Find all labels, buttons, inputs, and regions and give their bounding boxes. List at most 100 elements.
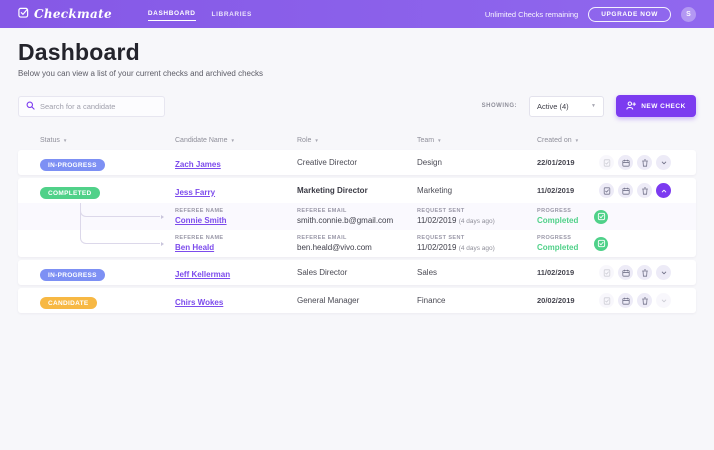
referee-subrows: REFEREE NAME Connie Smith REFEREE EMAIL … — [18, 203, 696, 257]
created-on-cell: 11/02/2019 — [537, 268, 575, 277]
row-actions — [599, 183, 696, 198]
user-avatar[interactable]: S — [681, 6, 696, 22]
referee-email-field: REFEREE EMAIL smith.connie.b@gmail.com — [297, 208, 394, 225]
referee-row: REFEREE NAME Connie Smith REFEREE EMAIL … — [18, 203, 696, 230]
header-right: Unlimited Checks remaining UPGRADE NOW S — [484, 6, 696, 22]
main-content: Dashboard Below you can view a list of y… — [0, 39, 714, 313]
column-header-role: Role ▼ — [297, 136, 319, 144]
column-header-created-on: Created on ▼ — [537, 136, 580, 144]
page-title: Dashboard — [18, 39, 140, 65]
table-row: CANDIDATE Chirs Wokes General Manager Fi… — [18, 288, 696, 313]
showing-filter-select[interactable]: Active (4) ▼ — [529, 95, 604, 117]
table-row-expanded: COMPLETED Jess Farry Marketing Director … — [18, 178, 696, 257]
row-actions — [599, 155, 696, 170]
referee-name-field: REFEREE NAME Connie Smith — [175, 208, 227, 225]
calendar-icon[interactable] — [618, 265, 633, 280]
role-cell: Marketing Director — [297, 186, 368, 195]
new-check-button[interactable]: NEW CHECK — [616, 95, 696, 117]
candidate-link[interactable]: Jeff Kellerman — [175, 269, 231, 279]
column-header-status: Status ▼ — [40, 136, 68, 144]
expand-chevron-icon[interactable] — [656, 265, 671, 280]
report-icon[interactable] — [599, 293, 614, 308]
status-badge: IN-PROGRESS — [40, 159, 105, 171]
request-sent-field: REQUEST SENT 11/02/2019 (4 days ago) — [417, 235, 495, 252]
role-cell: General Manager — [297, 296, 360, 305]
chevron-down-icon: ▼ — [591, 103, 596, 109]
checks-table: Status ▼ Candidate Name ▼ Role ▼ Team ▼ Crea… — [18, 130, 696, 313]
upgrade-now-button[interactable]: UPGRADE NOW — [588, 6, 671, 22]
created-on-cell: 22/01/2019 — [537, 158, 575, 167]
search-input[interactable] — [40, 101, 157, 111]
candidate-link[interactable]: Chirs Wokes — [175, 297, 224, 307]
row-actions — [599, 265, 696, 280]
completed-check-icon[interactable] — [594, 209, 609, 224]
collapse-chevron-icon[interactable] — [656, 183, 671, 198]
referee-name-field: REFEREE NAME Ben Heald — [175, 235, 224, 252]
calendar-icon[interactable] — [618, 293, 633, 308]
checks-remaining-text: Unlimited Checks remaining — [484, 9, 579, 19]
row-actions — [599, 293, 696, 308]
trash-icon[interactable] — [637, 265, 652, 280]
sort-caret-icon[interactable]: ▼ — [230, 137, 235, 143]
team-cell: Sales — [417, 268, 438, 277]
calendar-icon[interactable] — [618, 155, 633, 170]
table-row: IN-PROGRESS Zach James Creative Director… — [18, 150, 696, 175]
table-row: IN-PROGRESS Jeff Kellerman Sales Directo… — [18, 260, 696, 285]
completed-check-icon[interactable] — [594, 236, 609, 251]
expand-chevron-icon[interactable] — [656, 293, 671, 308]
status-badge: CANDIDATE — [40, 297, 97, 309]
nav-item-libraries[interactable]: LIBRARIES — [211, 10, 252, 18]
showing-filter-value: Active (4) — [537, 101, 569, 111]
new-check-label: NEW CHECK — [641, 102, 686, 110]
progress-status: Completed — [537, 242, 579, 252]
report-icon[interactable] — [599, 265, 614, 280]
team-cell: Marketing — [417, 186, 453, 195]
candidate-link[interactable]: Jess Farry — [175, 187, 216, 197]
trash-icon[interactable] — [637, 155, 652, 170]
candidate-link[interactable]: Zach James — [175, 159, 221, 169]
report-icon[interactable] — [599, 155, 614, 170]
referee-link[interactable]: Ben Heald — [175, 242, 215, 252]
trash-icon[interactable] — [637, 183, 652, 198]
column-header-candidate-name: Candidate Name ▼ — [175, 136, 235, 144]
trash-icon[interactable] — [637, 293, 652, 308]
column-header-team: Team ▼ — [417, 136, 442, 144]
report-icon[interactable] — [599, 183, 614, 198]
add-person-icon — [626, 100, 637, 112]
page-subtitle: Below you can view a list of your curren… — [18, 69, 264, 78]
toolbar: SHOWING: Active (4) ▼ NEW CHECK — [18, 95, 696, 117]
toolbar-right: SHOWING: Active (4) ▼ NEW CHECK — [482, 95, 696, 117]
nav-item-dashboard[interactable]: DASHBOARD — [147, 7, 196, 21]
tree-arrow-icon — [161, 241, 164, 246]
referee-row: REFEREE NAME Ben Heald REFEREE EMAIL ben… — [18, 230, 696, 257]
referee-email-field: REFEREE EMAIL ben.heald@vivo.com — [297, 235, 372, 252]
progress-field: PROGRESS Completed — [537, 208, 696, 225]
top-navbar: Checkmate DASHBOARD LIBRARIES Unlimited … — [0, 0, 714, 28]
showing-label: SHOWING: — [481, 103, 517, 109]
request-sent-field: REQUEST SENT 11/02/2019 (4 days ago) — [417, 208, 495, 225]
logo[interactable]: Checkmate — [18, 5, 112, 23]
status-badge: COMPLETED — [40, 187, 100, 199]
checkbox-logo-icon — [18, 5, 29, 23]
search-icon — [26, 97, 35, 115]
team-cell: Design — [417, 158, 442, 167]
logo-text: Checkmate — [34, 7, 112, 21]
sort-caret-icon[interactable]: ▼ — [437, 137, 442, 143]
created-on-cell: 11/02/2019 — [537, 186, 575, 195]
candidate-search[interactable] — [18, 95, 165, 117]
team-cell: Finance — [417, 296, 446, 305]
calendar-icon[interactable] — [618, 183, 633, 198]
created-on-cell: 20/02/2019 — [537, 296, 575, 305]
role-cell: Sales Director — [297, 268, 348, 277]
sort-caret-icon[interactable]: ▼ — [62, 137, 68, 143]
referee-link[interactable]: Connie Smith — [175, 215, 227, 225]
expand-chevron-icon[interactable] — [656, 155, 671, 170]
sort-caret-icon[interactable]: ▼ — [314, 137, 319, 143]
progress-status: Completed — [537, 215, 579, 225]
sort-caret-icon[interactable]: ▼ — [574, 137, 580, 143]
status-badge: IN-PROGRESS — [40, 269, 105, 281]
tree-connector — [80, 203, 160, 244]
table-header-row: Status ▼ Candidate Name ▼ Role ▼ Team ▼ Crea… — [18, 130, 696, 150]
main-nav: DASHBOARD LIBRARIES — [147, 0, 252, 28]
